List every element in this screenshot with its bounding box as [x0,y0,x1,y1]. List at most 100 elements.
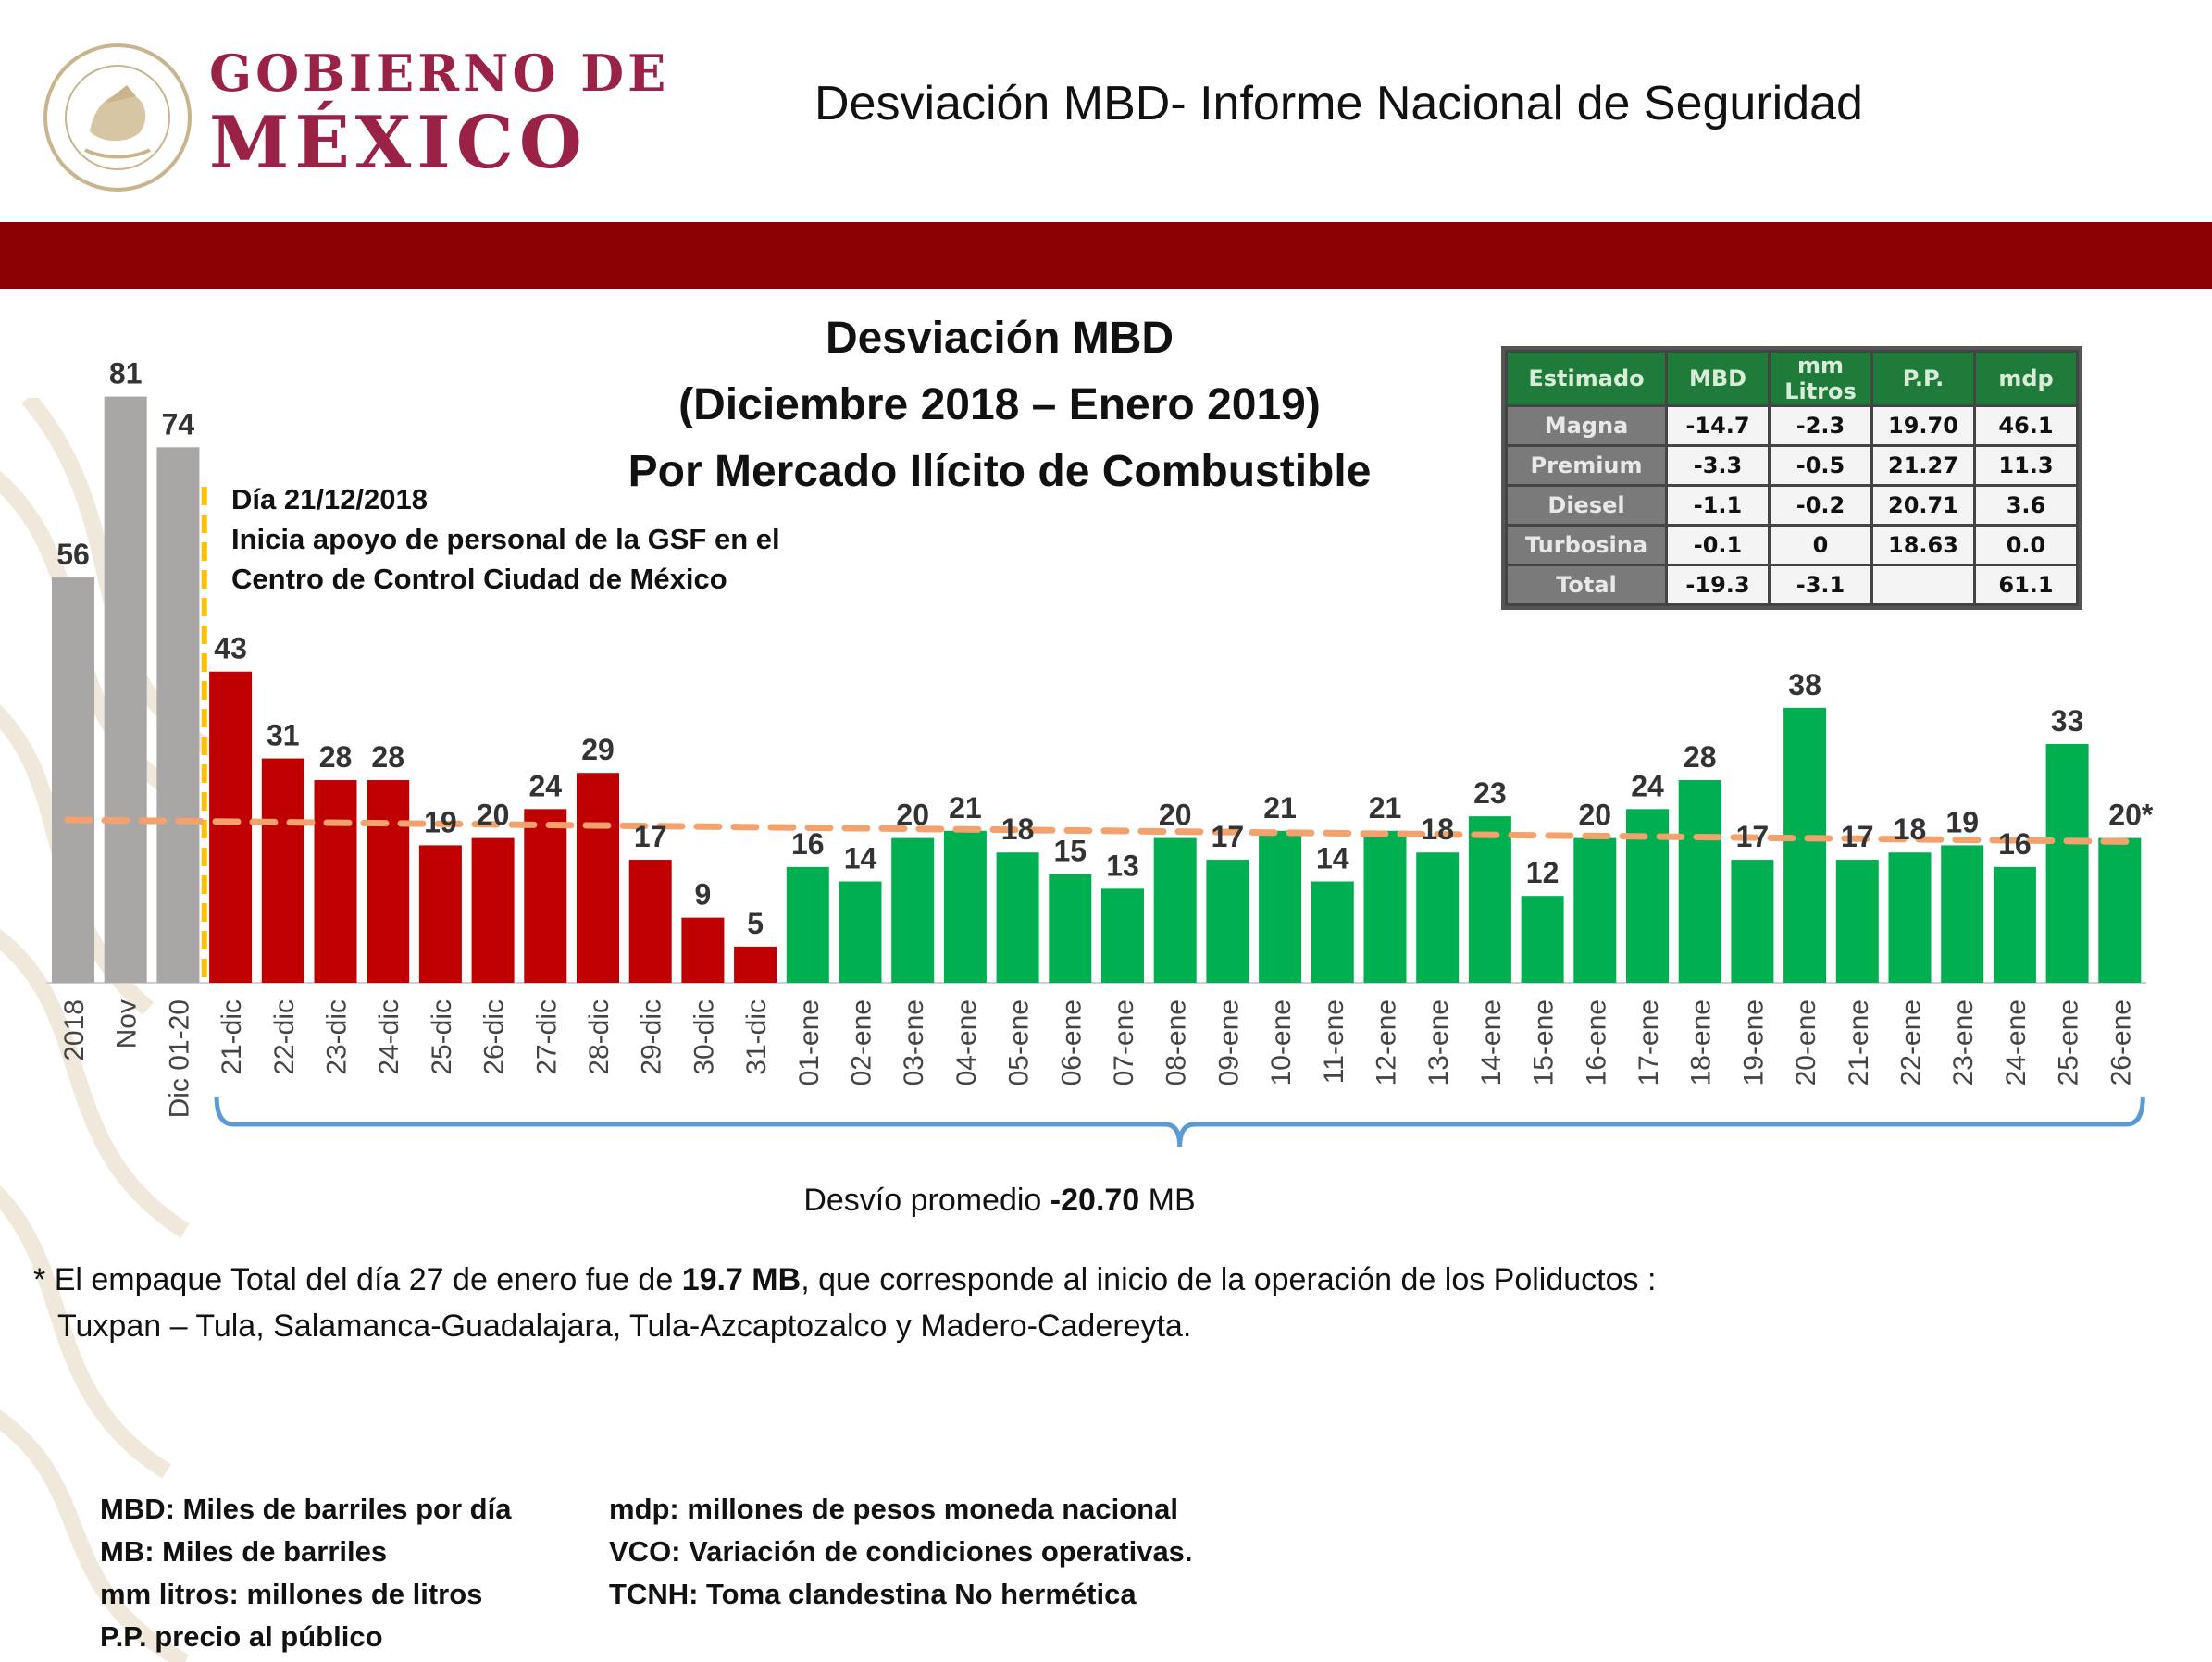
data-label: 21 [1369,791,1402,825]
bar [1941,845,1984,983]
table-row: Magna -14.7 -2.3 19.70 46.1 [1505,404,2079,447]
bar [1049,874,1092,983]
data-label: 28 [1684,740,1717,774]
bar [996,852,1039,983]
category-label: 05-ene [1004,999,1035,1085]
chart-title-line-1: Desviación MBD [825,314,1174,363]
category-label: 09-ene [1213,999,1244,1085]
category-label: 21-dic [217,999,247,1075]
table-cell: Total [1505,564,1668,606]
table-cell: -1.1 [1665,484,1771,527]
annotation-note: Día 21/12/2018 Inicia apoyo de personal … [231,479,780,599]
bar [734,946,777,983]
bar [52,577,94,983]
table-cell: 61.1 [1973,564,2079,606]
bar [367,780,410,983]
bar [156,447,200,983]
table-cell: -0.5 [1768,444,1873,487]
data-label: 28 [319,740,353,774]
category-label: 13-ene [1423,999,1454,1085]
category-label: 11-ene [1319,999,1349,1084]
footnote-line1-bold: 19.7 MB [681,1262,802,1297]
table-row: Premium -3.3 -0.5 21.27 11.3 [1505,444,2079,487]
glossary-left: MBD: Miles de barriles por día MB: Miles… [100,1488,511,1658]
category-label: 24-dic [374,999,404,1075]
annotation-line-1: Día 21/12/2018 [231,483,429,515]
data-label: 74 [162,407,195,440]
category-label: 21-ene [1844,999,1874,1085]
range-bracket [214,1096,2145,1147]
bar [261,758,304,983]
footnote-line-2: Tuxpan – Tula, Salamanca-Guadalajara, Tu… [57,1309,1192,1344]
table-cell: 46.1 [1973,404,2079,447]
bar [681,917,725,983]
bar [2045,743,2089,983]
glossary-item: VCO: Variación de condiciones operativas… [609,1535,1193,1568]
category-label: 18-ene [1686,999,1717,1085]
glossary-item: mdp: millones de pesos moneda nacional [609,1493,1178,1525]
bar [1101,888,1144,983]
category-label: 26-dic [479,999,510,1075]
average-value: -20.70 [1050,1183,1140,1218]
category-label: 2018 [59,999,90,1061]
table-cell: 21.27 [1870,444,1976,487]
category-label: Dic 01-20 [164,999,194,1118]
category-label: 03-ene [899,999,929,1085]
bar [471,837,515,983]
category-label: 22-dic [269,999,300,1075]
table-row: Total -19.3 -3.1 61.1 [1505,564,2079,606]
bar [1311,881,1354,983]
coat-of-arms-logo [39,39,196,196]
table-cell: -3.1 [1768,564,1873,606]
bar [2098,837,2142,983]
data-label: 23 [1473,776,1507,810]
data-label: 12 [1526,856,1560,889]
data-label: 43 [214,632,247,665]
category-label: 08-ene [1162,999,1192,1085]
glossary-item: MBD: Miles de barriles por día [100,1493,512,1525]
category-label: 25-dic [427,999,457,1075]
bar [1835,860,1879,983]
data-label: 81 [109,357,143,391]
data-label: 20* [2108,799,2154,832]
table-cell: 18.63 [1870,524,1976,566]
annotation-line-3: Centro de Control Ciudad de México [231,563,727,595]
average-deviation: Desvío promedio -20.70 MB [0,1183,1999,1219]
data-label: 20 [896,799,929,832]
table-header-row: Estimado MBD mm Litros P.P. mdp [1505,350,2079,407]
category-label: 25-ene [2054,999,2084,1085]
category-label: 30-dic [689,999,719,1075]
data-label: 17 [634,820,667,853]
data-label: 14 [1316,842,1349,875]
data-label: 20 [477,799,510,832]
bar [1573,837,1617,983]
table-cell: Diesel [1505,484,1668,527]
table-row: Diesel -1.1 -0.2 20.71 3.6 [1505,484,2079,527]
table-header-cell: mdp [1973,350,2079,407]
bar [1731,860,1774,983]
data-label: 24 [529,769,563,802]
table-cell: 19.70 [1870,404,1976,447]
table-cell [1870,564,1976,606]
glossary-right: mdp: millones de pesos moneda nacional V… [609,1488,1193,1616]
footnote: * El empaque Total del día 27 de enero f… [33,1257,1656,1349]
category-label: 04-ene [951,999,982,1085]
data-label: 31 [267,719,300,752]
category-label: 01-ene [794,999,825,1085]
data-label: 17 [1841,820,1874,853]
category-label: 28-dic [584,999,615,1075]
bar [1363,830,1407,983]
data-label: 20 [1159,799,1192,832]
data-label: 21 [949,791,982,825]
table-header-cell: P.P. [1870,350,1976,407]
category-label: 15-ene [1529,999,1560,1085]
bar [314,780,357,983]
bar [786,866,829,983]
bar [1521,896,1564,983]
category-label: 22-ene [1896,999,1927,1085]
estimate-table: Estimado MBD mm Litros P.P. mdp Magna -1… [1505,350,2079,606]
table-cell: -0.1 [1665,524,1771,566]
table-cell: Magna [1505,404,1668,447]
bar [891,837,935,983]
logo-line-1: GOBIERNO DE [209,43,670,103]
